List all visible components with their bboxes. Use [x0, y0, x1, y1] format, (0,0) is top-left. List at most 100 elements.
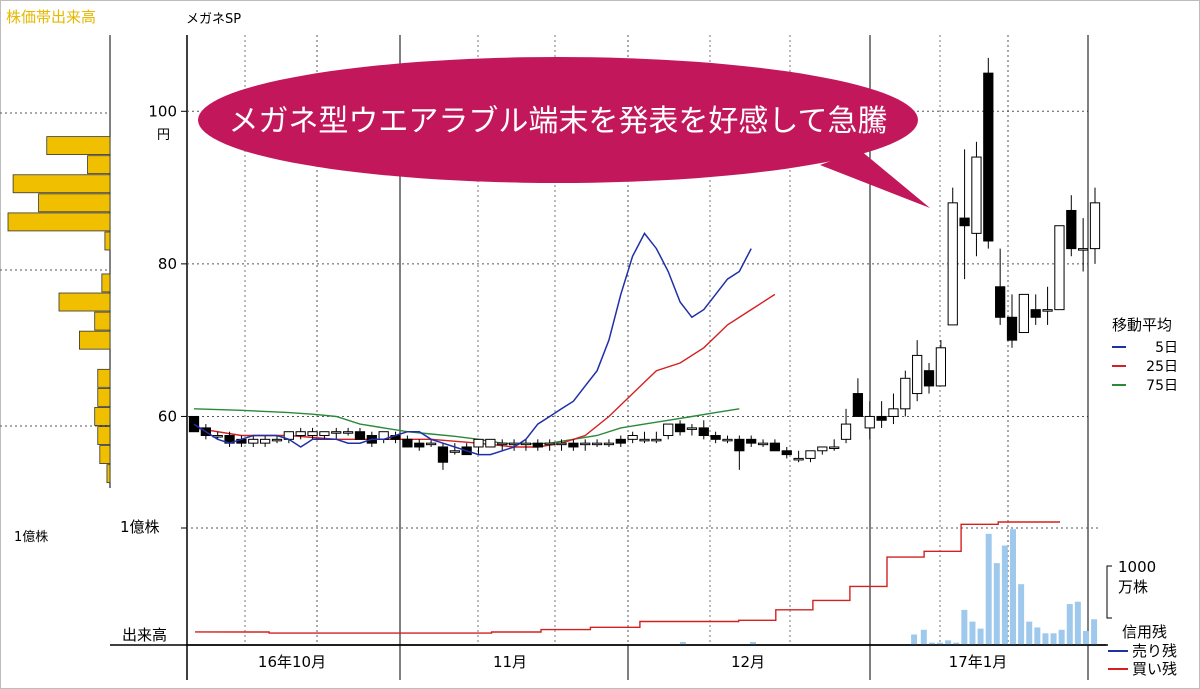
- candle-body: [769, 442, 781, 452]
- candle: [864, 401, 875, 440]
- candle: [568, 439, 579, 451]
- credit-legend-label: 売り残: [1132, 642, 1177, 660]
- profile-bar: [106, 464, 111, 484]
- callout-text: メガネ型ウエアラブル端末を発表を好感して急騰: [228, 104, 887, 139]
- profile-bar: [101, 273, 111, 293]
- candle: [639, 431, 650, 444]
- candle-body: [260, 438, 271, 444]
- candle-body: [615, 438, 626, 444]
- volume-scale-label: 1億株: [120, 518, 160, 536]
- candle: [757, 439, 769, 447]
- candle: [912, 340, 923, 402]
- profile-bar: [58, 292, 111, 312]
- date-tick-label: 17年1月: [949, 653, 1008, 671]
- profile-bar: [97, 368, 111, 388]
- volume-bar: [945, 640, 952, 645]
- candle: [342, 427, 354, 436]
- volume-bar: [1026, 621, 1033, 645]
- ma-legend-label: 5日: [1155, 340, 1178, 356]
- candle: [840, 408, 852, 444]
- candle: [414, 439, 425, 451]
- candle-body: [710, 435, 721, 440]
- candle-body: [888, 408, 899, 417]
- ma25-line: [193, 293, 776, 448]
- buy-balance-line: [194, 521, 1060, 634]
- candle: [591, 439, 603, 447]
- candle: [271, 435, 283, 444]
- candle: [1030, 294, 1041, 325]
- candle: [769, 439, 781, 452]
- candle: [532, 439, 543, 451]
- candle-body: [817, 446, 828, 452]
- profile-bar: [104, 231, 111, 251]
- candle: [746, 435, 757, 447]
- ma25-path: [193, 293, 776, 448]
- volume-bar: [1034, 627, 1041, 645]
- candle: [947, 187, 958, 326]
- volume-bar: [993, 563, 1000, 645]
- candle: [1018, 293, 1029, 334]
- candle-body: [840, 423, 852, 440]
- volume-bar: [928, 642, 935, 645]
- candle: [983, 57, 994, 249]
- candle: [995, 248, 1006, 325]
- candle-body: [627, 435, 638, 440]
- candle-body: [319, 431, 330, 437]
- profile-bar: [87, 155, 111, 175]
- candle-body: [425, 442, 437, 446]
- volume-bar: [911, 634, 918, 645]
- candle-body: [864, 415, 875, 429]
- volume-profile-grid: [0, 35, 111, 488]
- candle: [188, 415, 200, 433]
- volume-bar: [1018, 584, 1025, 645]
- candle-body: [307, 431, 318, 437]
- credit-legend-label: 買い残: [1132, 660, 1177, 678]
- volume-bar: [1001, 545, 1008, 645]
- volume-bar: [985, 533, 992, 645]
- panel-title: 株価帯出来高: [6, 8, 97, 26]
- profile-bar: [79, 330, 111, 350]
- ma75-line: [193, 408, 740, 445]
- candle-body: [793, 457, 804, 461]
- candle-body: [580, 442, 591, 446]
- candle: [603, 439, 615, 447]
- candle: [319, 431, 330, 440]
- candle-body: [603, 442, 615, 446]
- candle-body: [746, 438, 757, 444]
- ma-legend-label: 75日: [1146, 378, 1178, 394]
- candle: [520, 439, 532, 451]
- date-tick-label: 11月: [493, 653, 527, 671]
- profile-bar: [94, 407, 111, 426]
- volume-bar: [920, 629, 927, 645]
- candle-body: [983, 72, 994, 242]
- ma-legend-title: 移動平均: [1112, 316, 1172, 334]
- volume-unit-unit: 万株: [1118, 578, 1148, 596]
- candle: [248, 435, 259, 447]
- candle-body: [1042, 309, 1053, 312]
- candle-body: [497, 442, 508, 446]
- candle-body: [651, 438, 662, 442]
- price-tick-label: 80: [158, 255, 177, 273]
- volume-bar: [1058, 629, 1065, 645]
- candle: [1006, 294, 1018, 348]
- date-tick-label: 12月: [731, 653, 765, 671]
- candle: [852, 378, 864, 417]
- volume-bar: [969, 621, 976, 645]
- ma5-line: [193, 232, 752, 456]
- volume-bar: [937, 642, 944, 645]
- profile-bar: [46, 136, 111, 156]
- candle-body: [734, 438, 745, 452]
- volume-bar: [680, 642, 686, 645]
- volume-bar: [1010, 529, 1017, 645]
- candlesticks: [188, 57, 1101, 470]
- candle-body: [1078, 248, 1089, 251]
- candle: [295, 427, 306, 440]
- candle: [971, 141, 982, 257]
- candle-body: [591, 442, 603, 446]
- volume-bar: [977, 628, 984, 645]
- candle: [651, 431, 662, 444]
- candle-body: [414, 442, 425, 448]
- candle-body: [354, 431, 366, 440]
